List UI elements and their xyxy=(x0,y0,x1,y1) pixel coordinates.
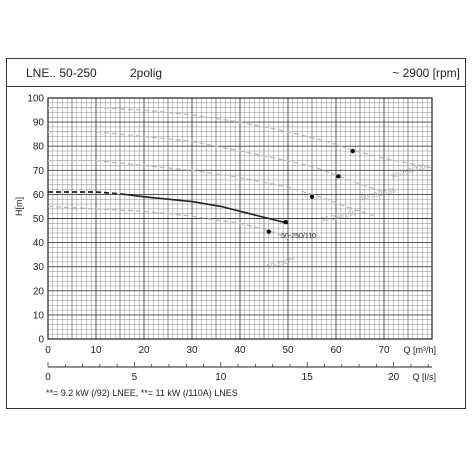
duty-point xyxy=(350,148,355,154)
chart-header xyxy=(6,58,466,87)
x-tick-label: 10 xyxy=(90,345,102,356)
x-tick-label: 40 xyxy=(234,345,246,356)
x-tick-label: 0 xyxy=(45,345,51,356)
plot-area-border xyxy=(47,97,433,340)
series-line xyxy=(47,205,289,239)
rated-speed: ~ 2900 [rpm] xyxy=(392,66,460,80)
series-label: 50-250/150 xyxy=(320,210,356,224)
x-tick-label: 20 xyxy=(138,345,150,356)
y-tick-label: 70 xyxy=(33,166,45,177)
y-tick-label: 60 xyxy=(33,190,45,201)
x2-tick-label: 0 xyxy=(45,372,51,383)
pump-model: LNE.. 50-250 xyxy=(26,66,97,80)
series-line xyxy=(124,193,289,225)
x2-tick-label: 20 xyxy=(388,372,400,383)
y-tick-label: 50 xyxy=(33,214,45,225)
y-tick-label: 20 xyxy=(33,286,45,297)
y-tick-label: 0 xyxy=(38,335,44,346)
x2-tick-label: 15 xyxy=(302,372,314,383)
y-tick-label: 10 xyxy=(33,310,45,321)
duty-point xyxy=(283,219,288,225)
y-tick-label: 30 xyxy=(33,262,45,273)
y-tick-label: 40 xyxy=(33,238,45,249)
duty-point xyxy=(309,194,315,200)
x-tick-label: 30 xyxy=(186,345,198,356)
x2-tick-label: 10 xyxy=(215,372,227,383)
series-line xyxy=(48,106,433,169)
series-line xyxy=(48,131,385,193)
y-tick-label: 100 xyxy=(27,94,44,105)
series-label: 50-250/** xyxy=(267,256,297,271)
series-label: 50-250/110 xyxy=(281,233,316,240)
x-tick-label: 60 xyxy=(330,345,342,356)
pole-count: 2polig xyxy=(130,66,163,80)
y-tick-label: 90 xyxy=(33,118,45,129)
footnote: **= 9.2 kW (/92) LNEE, **= 11 kW (/110A)… xyxy=(46,388,238,398)
series-line xyxy=(48,160,375,217)
x2-axis-label: Q [l/s] xyxy=(412,372,436,382)
series-label: 50-250/220 xyxy=(391,163,427,181)
y-axis-label: H[m] xyxy=(14,197,24,216)
duty-point xyxy=(336,174,341,179)
x2-tick-label: 5 xyxy=(132,372,138,383)
duty-point xyxy=(266,229,271,234)
x-tick-label: 50 xyxy=(282,345,294,356)
chart-frame xyxy=(6,58,466,409)
x-tick-label: 70 xyxy=(378,345,390,356)
x-axis-label: Q [m³/h] xyxy=(403,345,436,355)
series-line-dashed xyxy=(48,191,125,196)
y-tick-label: 80 xyxy=(33,142,45,153)
